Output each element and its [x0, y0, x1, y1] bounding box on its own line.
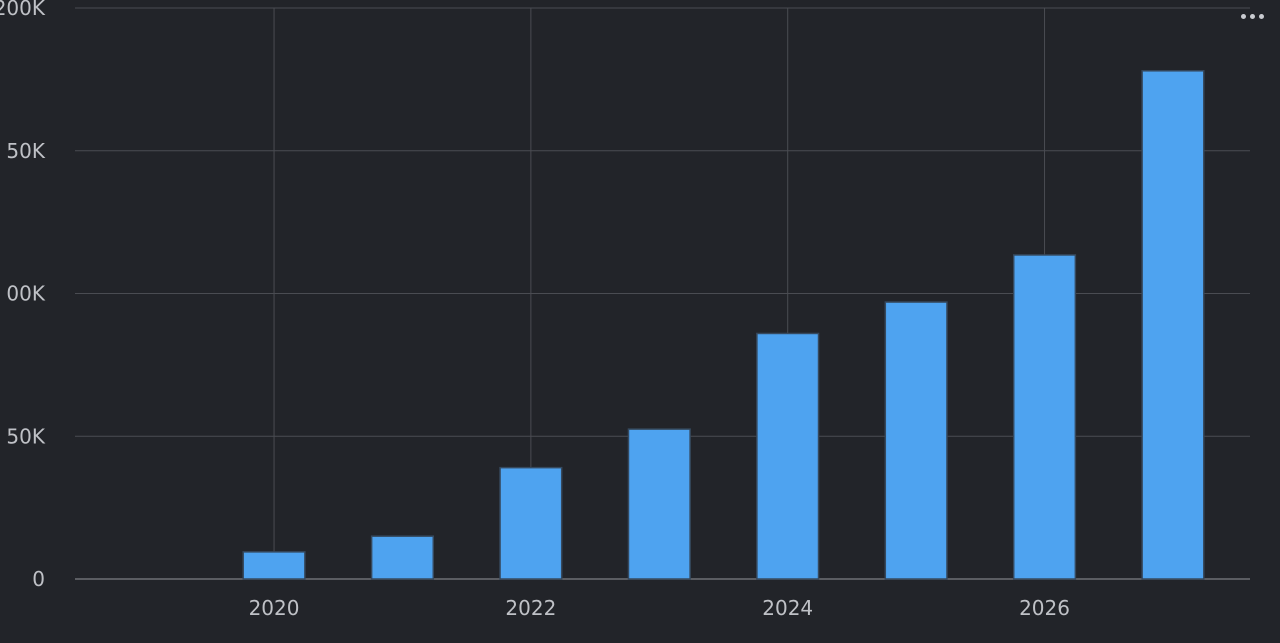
x-tick-label: 2026	[1019, 596, 1070, 620]
y-tick-label: 50K	[6, 424, 45, 448]
x-tick-label: 2022	[505, 596, 556, 620]
y-tick-label: 50K	[6, 139, 45, 163]
chart-menu-button[interactable]	[1238, 4, 1268, 28]
bar-2022	[499, 466, 563, 580]
more-horizontal-icon	[1259, 14, 1264, 19]
y-tick-label: 200K	[0, 0, 46, 20]
x-tick-label: 2024	[762, 596, 813, 620]
bar-2024	[756, 332, 820, 580]
bar-2027	[1141, 70, 1205, 580]
more-horizontal-icon	[1241, 14, 1246, 19]
bar-2026	[1012, 254, 1077, 580]
y-tick-label: 0	[32, 567, 45, 591]
x-tick-label: 2020	[249, 596, 300, 620]
bar-2025	[884, 301, 948, 580]
bar-2021	[370, 535, 435, 580]
bar-2023	[627, 428, 691, 580]
y-tick-label: 00K	[6, 282, 45, 306]
more-horizontal-icon	[1250, 14, 1255, 19]
bar-2020	[242, 551, 306, 580]
